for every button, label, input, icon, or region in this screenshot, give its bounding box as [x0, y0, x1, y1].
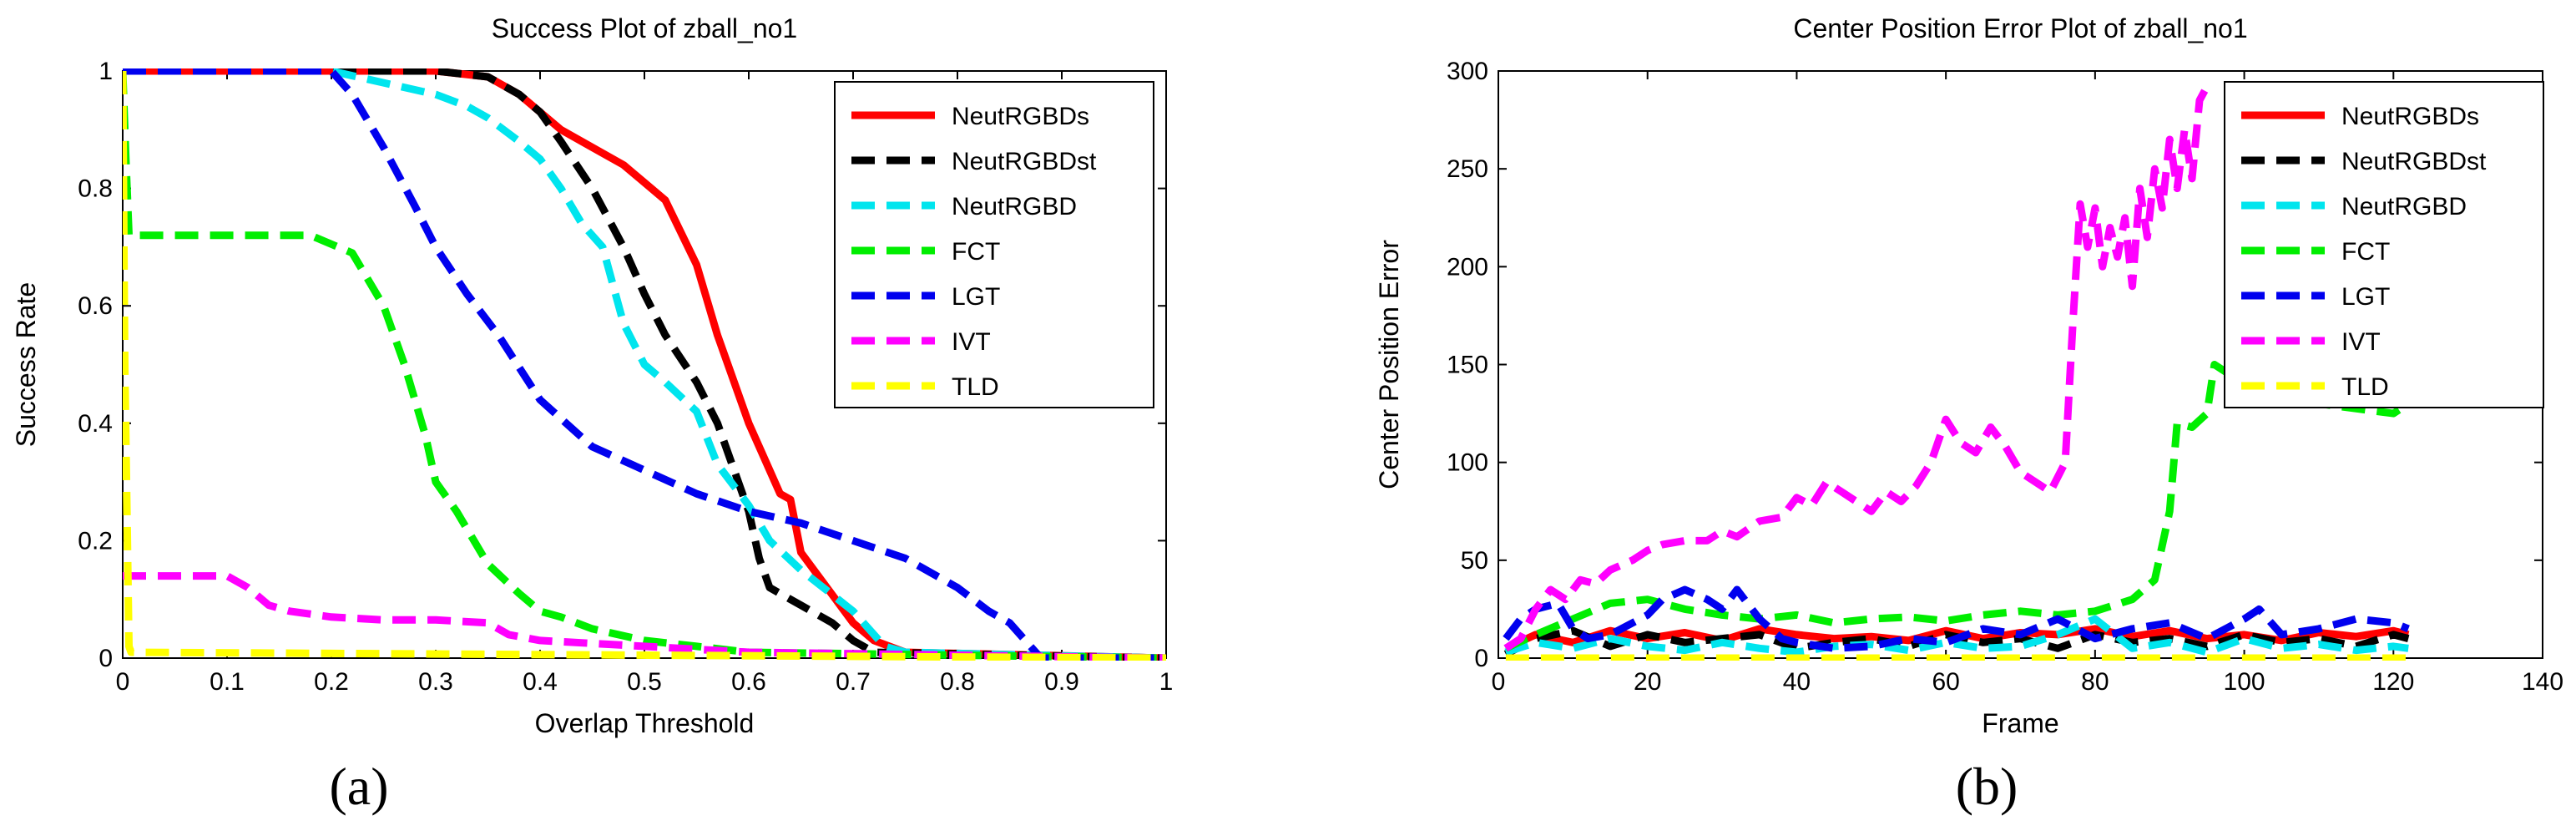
legend-label-fct: FCT	[2341, 238, 2390, 266]
legend-label-ivt: IVT	[2341, 328, 2381, 356]
x-tick-label: 0.9	[1044, 668, 1079, 696]
legend-label-neutrgbd: NeutRGBD	[952, 193, 1077, 220]
x-tick-label: 0.1	[210, 668, 245, 696]
series-line-neutrgbds	[123, 68, 1166, 661]
legend-label-ivt: IVT	[952, 328, 991, 356]
y-tick-label: 0	[98, 645, 113, 672]
chart-title: Center Position Error Plot of zball_no1	[1793, 13, 2247, 43]
caption-a: (a)	[329, 757, 389, 816]
y-tick-label: 0.6	[78, 292, 113, 320]
legend-label-neutrgbdst: NeutRGBDst	[952, 148, 1097, 175]
series-line-neutrgbd	[123, 68, 1166, 661]
legend-label-lgt: LGT	[2341, 283, 2390, 311]
success-plot-panel: Success Plot of zball_no1 0 0.1 0.2 0.3 0.4 0.…	[11, 13, 1173, 738]
legend-label-neutrgbds: NeutRGBDs	[2341, 103, 2479, 130]
legend-box	[834, 81, 1154, 408]
y-tick-label: 250	[1447, 155, 1488, 183]
y-tick-label: 0.8	[78, 175, 113, 203]
x-tick-label: 0.5	[627, 668, 662, 696]
legend-label-lgt: LGT	[952, 283, 1000, 311]
x-tick-label: 0.3	[418, 668, 453, 696]
center-error-plot-panel: Center Position Error Plot of zball_no1 0…	[1374, 13, 2563, 738]
x-axis-label: Overlap Threshold	[535, 708, 755, 738]
x-tick-label: 60	[1932, 668, 1959, 696]
x-tick-label: 20	[1634, 668, 1661, 696]
caption-b: (b)	[1955, 757, 2018, 816]
x-tick-label: 140	[2522, 668, 2563, 696]
series-line-lgt	[1503, 585, 2410, 652]
x-tick-label: 0.8	[940, 668, 975, 696]
y-tick-label: 300	[1447, 58, 1488, 85]
series-line-fct	[123, 70, 1166, 661]
y-tick-label: 100	[1447, 449, 1488, 477]
x-tick-label: 100	[2224, 668, 2265, 696]
legend-label-neutrgbd: NeutRGBD	[2341, 193, 2467, 220]
series-line-fct	[1504, 361, 2411, 652]
y-tick-label: 200	[1447, 253, 1488, 281]
legend-label-neutrgbdst: NeutRGBDst	[2341, 148, 2487, 175]
x-tick-label: 0.4	[523, 668, 558, 696]
series-line-ivt	[1503, 84, 2210, 652]
chart-title: Success Plot of zball_no1	[492, 13, 797, 43]
x-tick-label: 120	[2372, 668, 2414, 696]
y-tick-label: 50	[1461, 547, 1488, 575]
x-tick-label: 0	[116, 668, 130, 696]
series-line-lgt	[123, 68, 1166, 661]
x-tick-label: 0.2	[314, 668, 349, 696]
series-line-neutrgbdst	[123, 68, 1166, 661]
legend-label-tld: TLD	[952, 373, 999, 401]
x-tick-label: 80	[2081, 668, 2109, 696]
y-tick-label: 0.4	[78, 410, 113, 438]
x-axis-label: Frame	[1982, 708, 2058, 738]
series-line-neutrgbd	[1504, 615, 2409, 656]
series-line-tld	[123, 70, 1166, 661]
x-tick-label: 1	[1159, 668, 1174, 696]
y-tick-label: 150	[1447, 352, 1488, 379]
y-tick-label: 0	[1474, 645, 1488, 672]
legend-box	[2224, 81, 2544, 408]
x-tick-label: 40	[1783, 668, 1811, 696]
series-line-ivt	[123, 572, 1166, 661]
legend-label-neutrgbds: NeutRGBDs	[952, 103, 1089, 130]
x-tick-label: 0.6	[731, 668, 766, 696]
x-tick-label: 0	[1492, 668, 1506, 696]
y-tick-label: 0.2	[78, 527, 113, 555]
y-axis-label: Center Position Error	[1374, 240, 1404, 489]
y-axis-label: Success Rate	[11, 282, 41, 447]
y-tick-label: 1	[98, 58, 113, 85]
x-tick-label: 0.7	[836, 668, 871, 696]
legend-label-fct: FCT	[952, 238, 1000, 266]
legend-label-tld: TLD	[2341, 373, 2389, 401]
